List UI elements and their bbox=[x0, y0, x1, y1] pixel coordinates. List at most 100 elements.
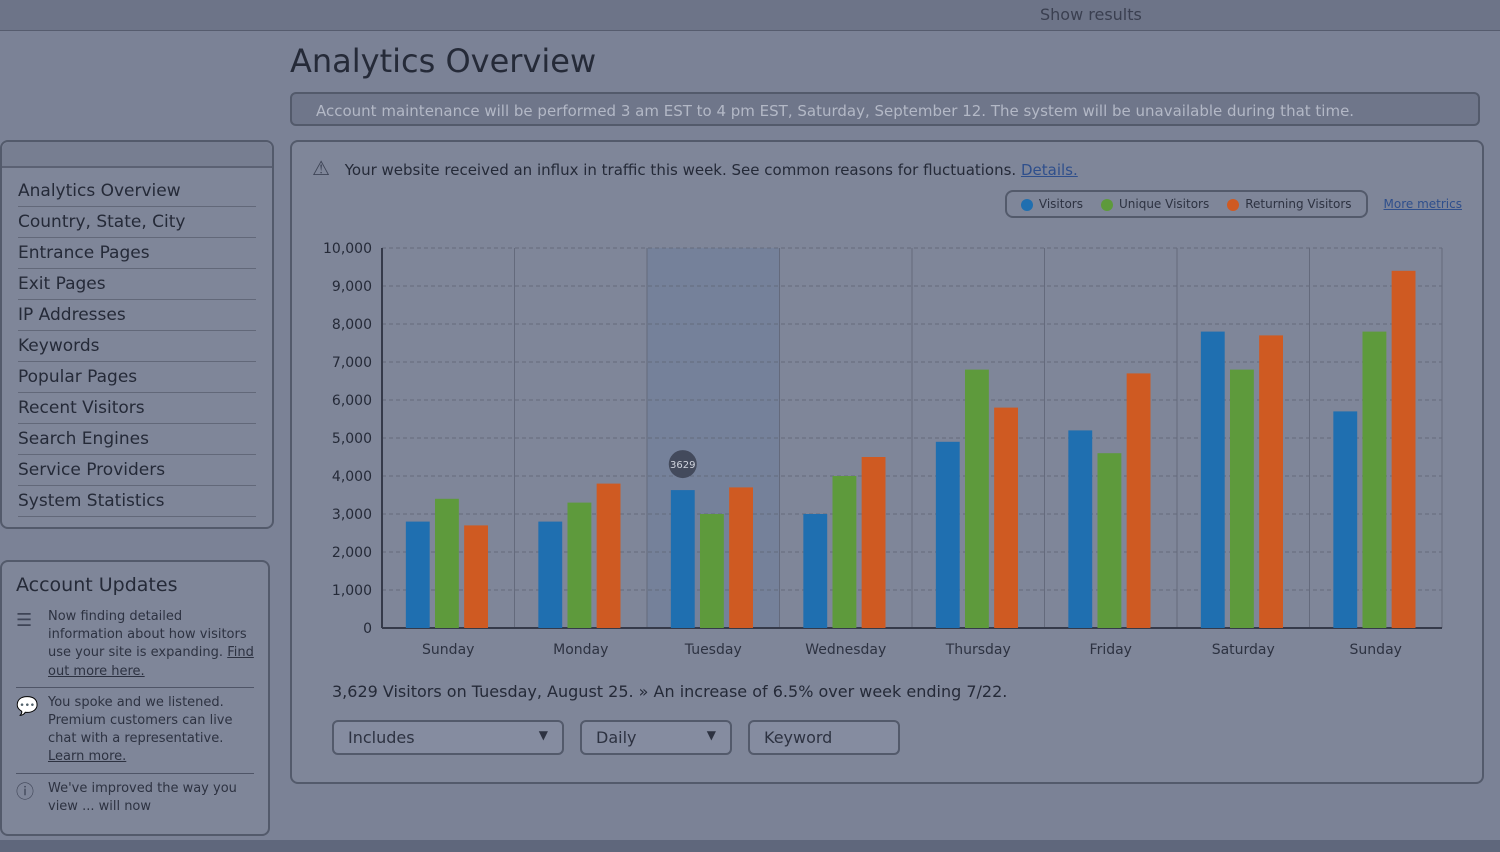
y-tick-label: 3,000 bbox=[332, 507, 372, 523]
page-title: Analytics Overview bbox=[290, 42, 597, 80]
legend-swatch bbox=[1020, 198, 1033, 211]
x-tick-label: Saturday bbox=[1212, 642, 1275, 658]
legend-swatch bbox=[1227, 198, 1240, 211]
legend-label: Visitors bbox=[1038, 197, 1083, 211]
sidebar-item[interactable]: Country, State, City bbox=[18, 207, 256, 238]
bar-unique-visitors bbox=[567, 502, 592, 628]
update-text: We've improved the way you view ... will… bbox=[48, 780, 237, 814]
account-updates-title: Account Updates bbox=[16, 574, 178, 596]
update-body: You spoke and we listened. Premium custo… bbox=[48, 694, 254, 767]
y-tick-label: 1,000 bbox=[332, 583, 372, 599]
sidebar-item[interactable]: Popular Pages bbox=[18, 362, 256, 393]
bar-visitors bbox=[405, 521, 430, 628]
sidebar-header bbox=[2, 142, 272, 168]
update-body: We've improved the way you view ... will… bbox=[48, 780, 254, 816]
y-tick-label: 6,000 bbox=[332, 393, 372, 409]
legend-label: Unique Visitors bbox=[1118, 197, 1210, 211]
bar-visitors bbox=[670, 490, 695, 628]
sidebar-item[interactable]: System Statistics bbox=[18, 486, 256, 517]
sidebar-item[interactable]: Recent Visitors bbox=[18, 393, 256, 424]
update-item: ⓘ We've improved the way you view ... wil… bbox=[16, 774, 254, 822]
sidebar-item[interactable]: Exit Pages bbox=[18, 269, 256, 300]
bar-visitors bbox=[803, 514, 828, 628]
bar-visitors bbox=[1200, 331, 1225, 628]
y-tick-label: 10,000 bbox=[323, 241, 372, 257]
period-select[interactable]: Daily ▼ bbox=[580, 720, 732, 755]
bar-returning-visitors bbox=[729, 487, 753, 628]
legend-item[interactable]: Unique Visitors bbox=[1100, 197, 1210, 211]
x-tick-label: Tuesday bbox=[684, 642, 742, 658]
bar-visitors bbox=[1068, 430, 1093, 628]
legend-item[interactable]: Visitors bbox=[1020, 197, 1083, 211]
warning-icon: ⚠ bbox=[312, 156, 330, 180]
x-tick-label: Wednesday bbox=[805, 642, 886, 658]
annotation-label: 3629 bbox=[670, 460, 695, 471]
chart-legend: Visitors Unique Visitors Returning Visitor… bbox=[1004, 190, 1368, 218]
sidebar-item[interactable]: Entrance Pages bbox=[18, 238, 256, 269]
bar-returning-visitors bbox=[861, 457, 886, 628]
x-tick-label: Sunday bbox=[1350, 642, 1402, 658]
bar-returning-visitors bbox=[464, 525, 488, 628]
y-tick-label: 9,000 bbox=[332, 279, 372, 295]
bar-unique-visitors bbox=[1362, 331, 1387, 628]
annotation-bubble bbox=[668, 450, 697, 479]
y-tick-label: 2,000 bbox=[332, 545, 372, 561]
chart-summary: 3,629 Visitors on Tuesday, August 25. » … bbox=[332, 682, 1008, 701]
top-bar: Show results bbox=[0, 0, 1500, 31]
bar-unique-visitors bbox=[700, 514, 724, 628]
legend-label: Returning Visitors bbox=[1245, 197, 1352, 211]
period-value: Daily bbox=[596, 728, 637, 747]
update-text: Now finding detailed information about h… bbox=[48, 609, 247, 661]
legend-row: Visitors Unique Visitors Returning Visitor… bbox=[1004, 190, 1462, 218]
legend-swatch bbox=[1100, 198, 1113, 211]
bar-returning-visitors bbox=[1391, 270, 1416, 628]
includes-value: Includes bbox=[348, 728, 415, 747]
chevron-down-icon: ▼ bbox=[706, 728, 716, 742]
update-body: Now finding detailed information about h… bbox=[48, 608, 254, 681]
chevron-down-icon: ▼ bbox=[538, 728, 548, 742]
bar-returning-visitors bbox=[1259, 335, 1283, 628]
database-icon: ☰ bbox=[16, 610, 33, 631]
y-tick-label: 5,000 bbox=[332, 431, 372, 447]
sidebar-item[interactable]: Analytics Overview bbox=[18, 176, 256, 207]
sidebar-item[interactable]: Keywords bbox=[18, 331, 256, 362]
legend-item[interactable]: Returning Visitors bbox=[1227, 197, 1352, 211]
bar-unique-visitors bbox=[832, 476, 857, 628]
bar-returning-visitors bbox=[1126, 373, 1151, 628]
bar-unique-visitors bbox=[965, 369, 989, 628]
bar-visitors bbox=[538, 521, 563, 628]
update-link[interactable]: Find out more here. bbox=[48, 645, 254, 679]
update-item: ☰ Now finding detailed information about … bbox=[16, 602, 254, 688]
sidebar-item[interactable]: Service Providers bbox=[18, 455, 256, 486]
includes-select[interactable]: Includes ▼ bbox=[332, 720, 564, 755]
bar-visitors bbox=[935, 441, 960, 628]
sidebar-item[interactable]: IP Addresses bbox=[18, 300, 256, 331]
sidebar-item[interactable]: Search Engines bbox=[18, 424, 256, 455]
sidebar: Analytics Overview Country, State, City En… bbox=[0, 140, 274, 529]
maintenance-banner: Account maintenance will be performed 3 … bbox=[290, 92, 1480, 126]
bar-visitors bbox=[1333, 411, 1358, 628]
update-link[interactable]: Learn more. bbox=[48, 749, 127, 765]
x-tick-label: Sunday bbox=[422, 642, 474, 658]
alert-text: Your website received an influx in traff… bbox=[344, 161, 1021, 179]
keyword-placeholder: Keyword bbox=[764, 728, 833, 747]
x-tick-label: Monday bbox=[553, 642, 608, 658]
update-text: You spoke and we listened. Premium custo… bbox=[48, 694, 233, 747]
y-tick-label: 4,000 bbox=[332, 469, 372, 485]
bar-unique-visitors bbox=[1230, 369, 1254, 628]
chat-bubble-icon: 💬 bbox=[16, 695, 39, 717]
more-metrics-link[interactable]: More metrics bbox=[1383, 197, 1462, 211]
update-item: 💬 You spoke and we listened. Premium cust… bbox=[16, 688, 254, 774]
account-updates-panel: Account Updates ☰ Now finding detailed in… bbox=[0, 560, 270, 836]
bar-unique-visitors bbox=[435, 498, 459, 628]
bar-returning-visitors bbox=[596, 483, 621, 628]
keyword-input[interactable]: Keyword bbox=[748, 720, 900, 755]
show-results-label: Show results bbox=[1040, 5, 1142, 24]
traffic-alert: ⚠ Your website received an influx in tra… bbox=[312, 156, 1078, 180]
y-tick-label: 0 bbox=[363, 621, 372, 637]
bar-returning-visitors bbox=[994, 407, 1018, 628]
details-link[interactable]: Details. bbox=[1020, 161, 1078, 179]
chart-panel: ⚠ Your website received an influx in tra… bbox=[290, 140, 1484, 784]
x-tick-label: Thursday bbox=[945, 642, 1011, 658]
